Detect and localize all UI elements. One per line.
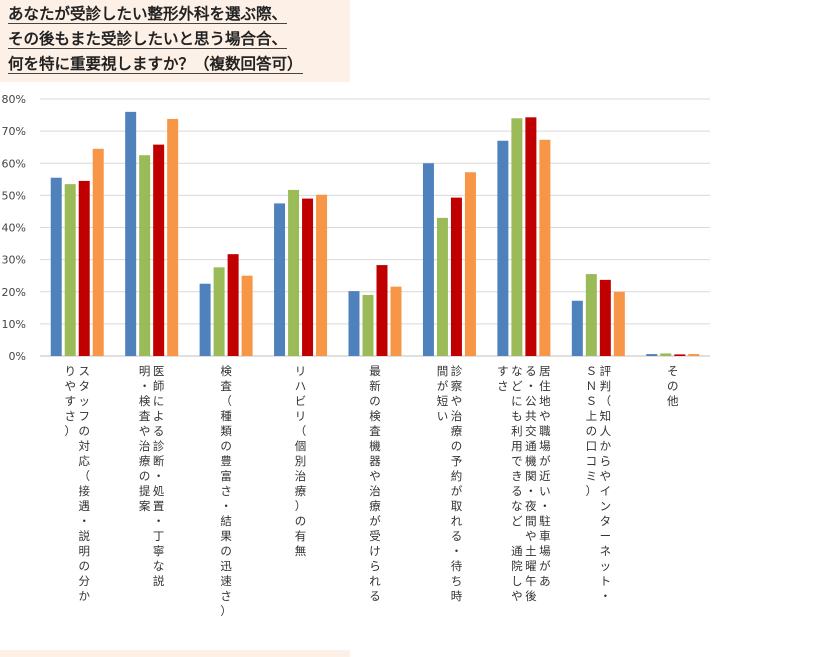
category-label: 居住地や職場が近い・駐車場がある・公共交通機関・夜間や土曜午後などにも利用できる… [497, 364, 551, 603]
y-tick-label: 50% [2, 189, 26, 202]
bar [227, 254, 239, 356]
bar [497, 140, 509, 356]
chart-title-line-3: 何を特に重要視しますか？（複数回答可） [8, 55, 303, 74]
category-label: 評判（知人からやインターネット・ＳＮＳ上の口コミ） [586, 364, 612, 603]
y-tick-label: 0% [9, 350, 26, 363]
bars [50, 111, 700, 357]
bar [92, 148, 104, 356]
bar [450, 197, 462, 356]
bar [125, 111, 137, 356]
bar [78, 180, 90, 356]
category-label-line: 検査（種類の豊富さ・結果の迅速さ） [220, 364, 232, 618]
y-axis: 0% 10% 20% 30% 40% 50% 60% 70% 80% [2, 93, 26, 363]
bar [153, 144, 165, 356]
bar [348, 291, 360, 356]
y-tick-label: 60% [2, 157, 26, 170]
category-label-line: りやすさ） [64, 364, 76, 438]
bar [139, 155, 151, 356]
category-label-line: 居住地や職場が近い・駐車場があ [539, 364, 551, 588]
category-label-line: リハビリ（個別治療）の有無 [295, 364, 307, 558]
bar [599, 279, 611, 356]
bar [422, 163, 434, 356]
category-label-line: スタッフの対応（接遇・説明の分か [78, 364, 90, 603]
bar [571, 300, 583, 356]
bar [674, 354, 686, 356]
y-tick-label: 80% [2, 93, 26, 106]
category-label-line: ＳＮＳ上の口コミ） [586, 364, 598, 498]
bar [464, 172, 476, 356]
bar [525, 117, 537, 356]
bar [167, 118, 179, 356]
category-label-line: 最新の検査機器や治療が受けられる [369, 364, 381, 603]
bar [511, 118, 523, 357]
category-label: その他 [667, 364, 679, 408]
y-tick-label: 70% [2, 125, 26, 138]
y-tick-label: 20% [2, 286, 26, 299]
bar [390, 286, 402, 356]
category-label-line: 評判（知人からやインターネット・ [600, 364, 612, 603]
bar [613, 291, 625, 356]
category-label-line: 医師による診断・処置・丁寧な説 [153, 364, 165, 588]
gridlines [40, 98, 710, 357]
category-label-line: 診察や治療の予約が取れる・待ち時 [451, 364, 463, 603]
chart-title-line-2: その後もまた受診したいと思う場合合、 [8, 30, 288, 49]
category-label: 最新の検査機器や治療が受けられる [369, 364, 381, 603]
category-label-line: 間が短い [437, 364, 449, 423]
chart-title-line-1: あなたが受診したい整形外科を選ぶ際、 [8, 5, 288, 24]
category-label-line: その他 [667, 364, 679, 408]
bar [50, 177, 62, 356]
y-tick-label: 30% [2, 254, 26, 267]
category-label-line: 明・検査や治療の提案 [139, 364, 151, 513]
chart-title-box: あなたが受診したい整形外科を選ぶ際、 その後もまた受診したいと思う場合合、 何を… [0, 0, 350, 82]
category-label-line: すさ [497, 364, 509, 393]
bar [199, 283, 211, 356]
bar [288, 189, 300, 356]
bar [213, 267, 225, 356]
bar [539, 139, 551, 356]
y-tick-label: 40% [2, 222, 26, 235]
bar [274, 203, 286, 356]
category-label-line: などにも利用できるなど通院しや [511, 364, 523, 603]
bar [436, 217, 448, 356]
bar [302, 198, 314, 356]
category-label: リハビリ（個別治療）の有無 [295, 364, 307, 558]
bar [585, 274, 597, 356]
category-label-line: る・公共交通機関・夜間や土曜午後 [525, 364, 537, 603]
bar [362, 294, 374, 356]
bottom-strip [0, 650, 350, 657]
bar [646, 354, 658, 356]
bar [376, 265, 388, 356]
bar [316, 194, 328, 356]
bar [64, 184, 76, 356]
bar [241, 275, 253, 356]
bar [688, 354, 700, 356]
bar [660, 353, 672, 356]
y-tick-label: 10% [2, 318, 26, 331]
category-label: 検査（種類の豊富さ・結果の迅速さ） [220, 364, 232, 618]
